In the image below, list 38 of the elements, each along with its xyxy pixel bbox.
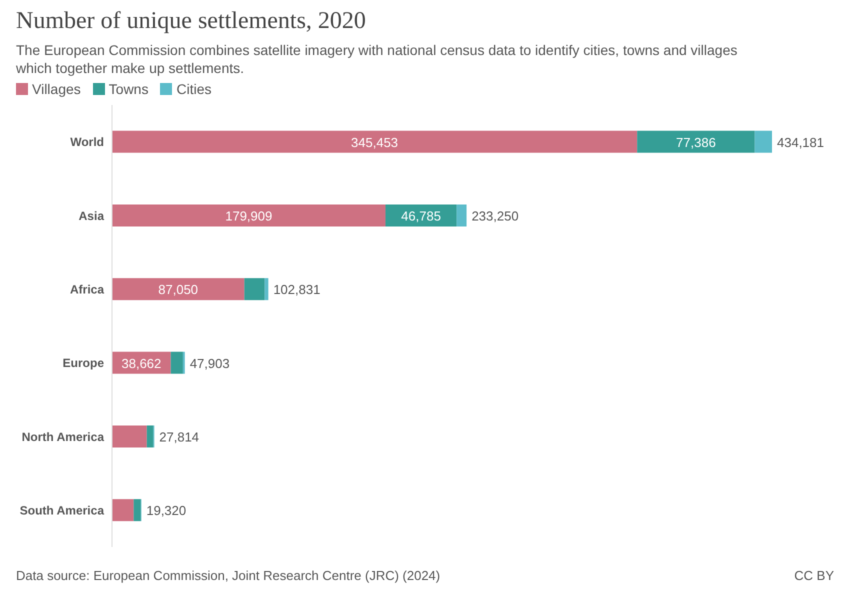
chart-title: Number of unique settlements, 2020: [16, 8, 367, 35]
data-label: 38,662: [122, 356, 162, 371]
legend-label: Villages: [31, 81, 81, 97]
data-label: 345,453: [351, 134, 398, 150]
data-label: 87,050: [158, 282, 198, 298]
bar: [244, 278, 265, 300]
data-label: 77,386: [676, 134, 716, 150]
total-label: 19,320: [146, 503, 186, 518]
bar: [112, 425, 147, 448]
y-tick-label: North America: [22, 430, 104, 444]
bar: [264, 278, 268, 300]
y-tick-label: South America: [20, 503, 104, 518]
y-tick-label: Africa: [70, 282, 104, 296]
legend-label: Towns: [108, 81, 148, 97]
data-label: 179,909: [225, 208, 272, 224]
y-tick-label: Asia: [78, 208, 104, 223]
bar: [112, 204, 386, 226]
bar: [112, 130, 638, 153]
bar: [134, 499, 141, 522]
total-label: 434,181: [777, 134, 824, 150]
total-label: 27,814: [159, 429, 200, 444]
bar: [112, 499, 134, 522]
total-label: 102,831: [273, 282, 320, 298]
y-tick-label: Europe: [62, 356, 104, 370]
bar: [146, 425, 154, 448]
total-label: 47,903: [190, 356, 230, 371]
bar: [637, 130, 755, 153]
bar: [170, 352, 183, 374]
data-label: 46,785: [401, 208, 441, 224]
y-tick-label: World: [70, 135, 104, 150]
chart-subtitle: The European Commission combines satellite imagery with national census data to identify cities, towns and villages which together make up settlements.: [16, 41, 738, 77]
text: CC BY: [794, 568, 834, 583]
legend-label: Cities: [175, 81, 212, 97]
total-label: 233,250: [472, 208, 519, 224]
bar: [754, 130, 772, 153]
source-note: Data source: European Commission, Joint Research Centre (JRC) (2024): [16, 568, 440, 583]
bar: [112, 278, 244, 300]
bar: [456, 204, 467, 226]
